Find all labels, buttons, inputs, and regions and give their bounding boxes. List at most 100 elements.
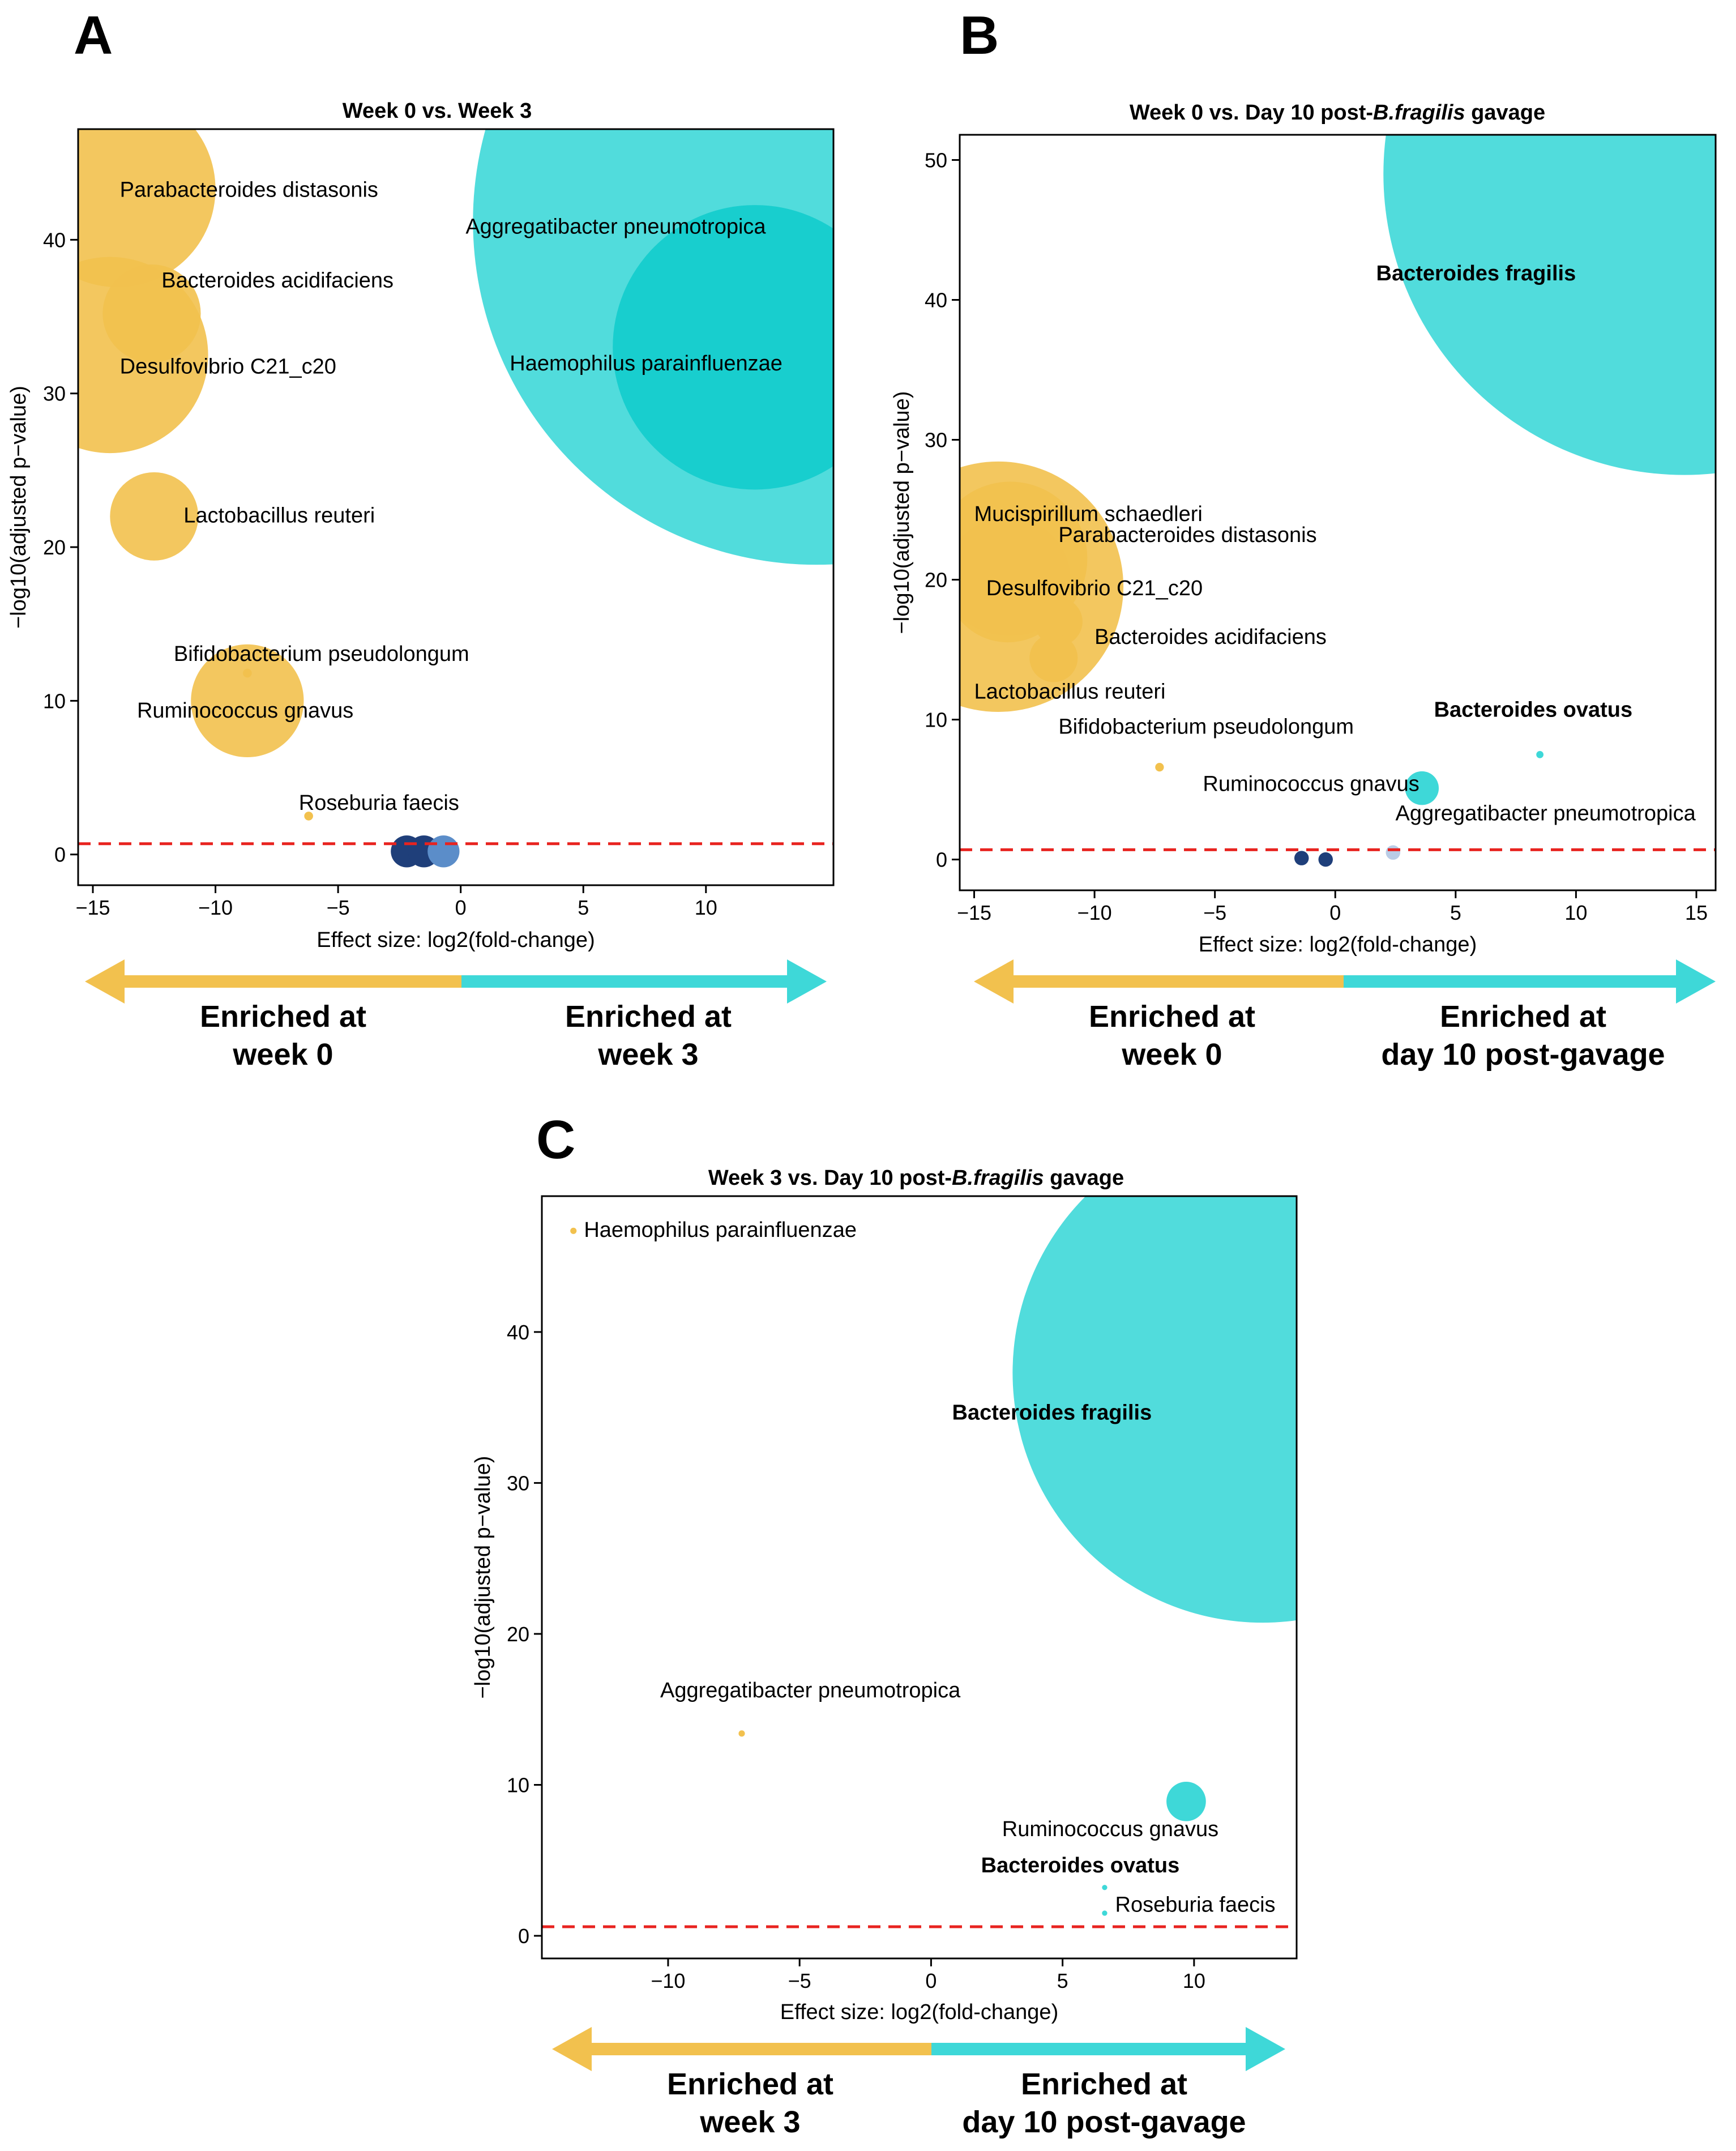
- y-tick-label: 10: [507, 1773, 529, 1796]
- species-label: Parabacteroides distasonis: [1058, 523, 1316, 547]
- panel-title: Week 0 vs. Day 10 post-B.fragilis gavage: [1130, 101, 1545, 125]
- enrichment-arrow-left: [552, 2027, 931, 2071]
- points-layer: [960, 135, 1716, 867]
- plot-frame: [541, 1195, 1298, 1960]
- point-bacteroides-fragilis: [1012, 1196, 1297, 1623]
- point-roseburia-faecis: [304, 812, 313, 821]
- panel-a: A Week 0 vs. Week 3 Parabacteroides distas…: [7, 5, 835, 1072]
- point-ruminococcus-gnavus: [1405, 771, 1439, 805]
- species-label: Haemophilus parainfluenzae: [584, 1218, 857, 1242]
- y-tick-label: 10: [925, 709, 947, 732]
- point-nonsignificant: [427, 835, 460, 868]
- enriched-left-label: Enriched at week 3: [667, 2067, 833, 2139]
- point-nonsignificant: [1386, 845, 1401, 860]
- species-label: Desulfovibrio C21_c20: [986, 577, 1203, 600]
- point-parabacteroides-distasonis: [78, 129, 216, 288]
- x-tick-label: −10: [651, 1969, 685, 1992]
- point-bifidobacterium-pseudolongum: [243, 668, 252, 678]
- species-label: Aggregatibacter pneumotropica: [1396, 801, 1696, 825]
- y-tick-label: 0: [518, 1924, 529, 1948]
- species-label: Bacteroides acidifaciens: [1094, 625, 1327, 649]
- x-tick-label: −10: [1077, 901, 1112, 924]
- y-tick-label: 20: [507, 1623, 529, 1646]
- point-bacteroides-fragilis: [1383, 135, 1716, 475]
- enriched-left-label: Enriched at week 0: [1089, 1000, 1255, 1072]
- species-label: Roseburia faecis: [1115, 1893, 1276, 1917]
- x-tick-label: 0: [1329, 901, 1341, 924]
- point-haemophilus-parainfluenzae: [570, 1227, 577, 1234]
- x-tick-label: −15: [957, 901, 991, 924]
- point-bacteroides-ovatus: [1102, 1885, 1108, 1890]
- species-label: Bifidobacterium pseudolongum: [174, 642, 469, 666]
- enrichment-arrow-right: [931, 2027, 1285, 2071]
- y-tick-label: 30: [507, 1471, 529, 1495]
- x-tick-label: −5: [327, 896, 350, 919]
- point-lactobacillus-reuteri: [110, 472, 199, 561]
- point-bacteroides-acidifaciens: [1034, 598, 1083, 646]
- panel-letter: B: [960, 5, 999, 66]
- point-nonsignificant: [1318, 852, 1333, 867]
- x-tick-label: −10: [198, 896, 233, 919]
- x-axis-label: Effect size: log2(fold-change): [317, 928, 595, 952]
- enrichment-arrow-left: [974, 959, 1344, 1004]
- x-tick-label: 10: [1183, 1969, 1205, 1992]
- enrichment-arrow-right: [1344, 959, 1716, 1004]
- species-label: Aggregatibacter pneumotropica: [660, 1679, 961, 1702]
- x-tick-label: 10: [695, 896, 717, 919]
- species-label: Ruminococcus gnavus: [1203, 773, 1419, 796]
- panel-title: Week 0 vs. Week 3: [343, 99, 532, 123]
- enriched-right-label: Enriched at week 3: [565, 1000, 732, 1072]
- species-label: Parabacteroides distasonis: [120, 178, 378, 202]
- plot-frame: [959, 134, 1717, 891]
- x-axis-label: Effect size: log2(fold-change): [1199, 933, 1477, 957]
- y-tick-label: 30: [925, 429, 947, 452]
- x-tick-label: 0: [925, 1969, 937, 1992]
- x-tick-label: 5: [1057, 1969, 1068, 1992]
- species-label: Bacteroides ovatus: [981, 1854, 1180, 1877]
- x-tick-label: 5: [1450, 901, 1461, 924]
- panel-letter: A: [74, 5, 113, 66]
- y-tick-label: 20: [925, 569, 947, 592]
- y-tick-label: 40: [925, 289, 947, 312]
- point-bacteroides-acidifaciens: [102, 264, 201, 363]
- y-tick-label: 0: [54, 843, 66, 867]
- point-roseburia-faecis: [1102, 1910, 1108, 1916]
- y-tick-label: 10: [43, 689, 66, 712]
- y-tick-label: 30: [43, 382, 66, 406]
- species-label: Ruminococcus gnavus: [1002, 1817, 1218, 1841]
- y-tick-label: 0: [936, 848, 947, 872]
- enriched-right-label: Enriched at day 10 post-gavage: [1381, 1000, 1665, 1072]
- panel-letter: C: [536, 1109, 575, 1170]
- enrichment-arrow-right: [461, 959, 827, 1004]
- enriched-right-label: Enriched at day 10 post-gavage: [962, 2067, 1246, 2139]
- point-lactobacillus-reuteri: [1029, 634, 1078, 682]
- y-tick-label: 40: [507, 1321, 529, 1344]
- point-ruminococcus-gnavus: [1166, 1781, 1206, 1821]
- species-label: Aggregatibacter pneumotropica: [465, 215, 766, 239]
- point-ruminococcus-gnavus: [191, 644, 304, 758]
- x-tick-label: −5: [1203, 901, 1226, 924]
- y-axis-label: −log10(adjusted p−value): [471, 1456, 495, 1699]
- panel-title: Week 3 vs. Day 10 post-B.fragilis gavage: [708, 1166, 1124, 1190]
- species-label: Bacteroides fragilis: [952, 1401, 1152, 1424]
- species-label: Bacteroides acidifaciens: [161, 268, 394, 292]
- species-label: Lactobacillus reuteri: [183, 504, 375, 528]
- x-tick-label: 0: [455, 896, 467, 919]
- plot-frame: [77, 128, 835, 886]
- points-layer: [570, 1196, 1297, 1916]
- species-label: Bacteroides fragilis: [1376, 262, 1576, 285]
- species-label: Desulfovibrio C21_c20: [120, 355, 336, 378]
- x-axis-label: Effect size: log2(fold-change): [780, 2000, 1058, 2024]
- point-bifidobacterium-pseudolongum: [1155, 762, 1164, 772]
- y-axis-label: −log10(adjusted p−value): [890, 391, 914, 634]
- enrichment-arrow-left: [85, 959, 461, 1004]
- panel-b: B Week 0 vs. Day 10 post-B.fragilis gavag…: [890, 5, 1717, 1072]
- species-label: Lactobacillus reuteri: [974, 680, 1166, 704]
- point-aggregatibacter-pneumotropica: [738, 1730, 745, 1737]
- species-label: Ruminococcus gnavus: [137, 699, 353, 723]
- species-label: Bacteroides ovatus: [1434, 698, 1633, 722]
- species-label: Mucispirillum schaedleri: [974, 502, 1203, 526]
- x-tick-label: −15: [75, 896, 110, 919]
- point-aggregatibacter-pneumotropica: [1537, 752, 1542, 757]
